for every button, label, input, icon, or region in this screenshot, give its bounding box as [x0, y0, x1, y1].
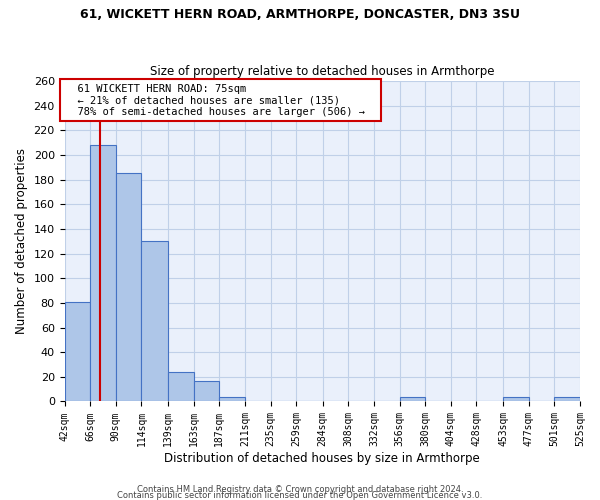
- Bar: [554, 396, 580, 402]
- Text: Contains HM Land Registry data © Crown copyright and database right 2024.: Contains HM Land Registry data © Crown c…: [137, 484, 463, 494]
- Text: 61, WICKETT HERN ROAD, ARMTHORPE, DONCASTER, DN3 3SU: 61, WICKETT HERN ROAD, ARMTHORPE, DONCAS…: [80, 8, 520, 20]
- Bar: [219, 396, 245, 402]
- Bar: [503, 396, 529, 402]
- Text: Contains public sector information licensed under the Open Government Licence v3: Contains public sector information licen…: [118, 490, 482, 500]
- X-axis label: Distribution of detached houses by size in Armthorpe: Distribution of detached houses by size …: [164, 452, 480, 465]
- Text: 61 WICKETT HERN ROAD: 75sqm  
  ← 21% of detached houses are smaller (135)  
  7: 61 WICKETT HERN ROAD: 75sqm ← 21% of det…: [65, 84, 377, 116]
- Y-axis label: Number of detached properties: Number of detached properties: [15, 148, 28, 334]
- Bar: [116, 174, 142, 402]
- Bar: [168, 372, 194, 402]
- Bar: [90, 145, 116, 402]
- Bar: [194, 380, 219, 402]
- Bar: [65, 302, 90, 402]
- Title: Size of property relative to detached houses in Armthorpe: Size of property relative to detached ho…: [150, 66, 494, 78]
- Bar: [400, 396, 425, 402]
- Bar: [142, 242, 168, 402]
